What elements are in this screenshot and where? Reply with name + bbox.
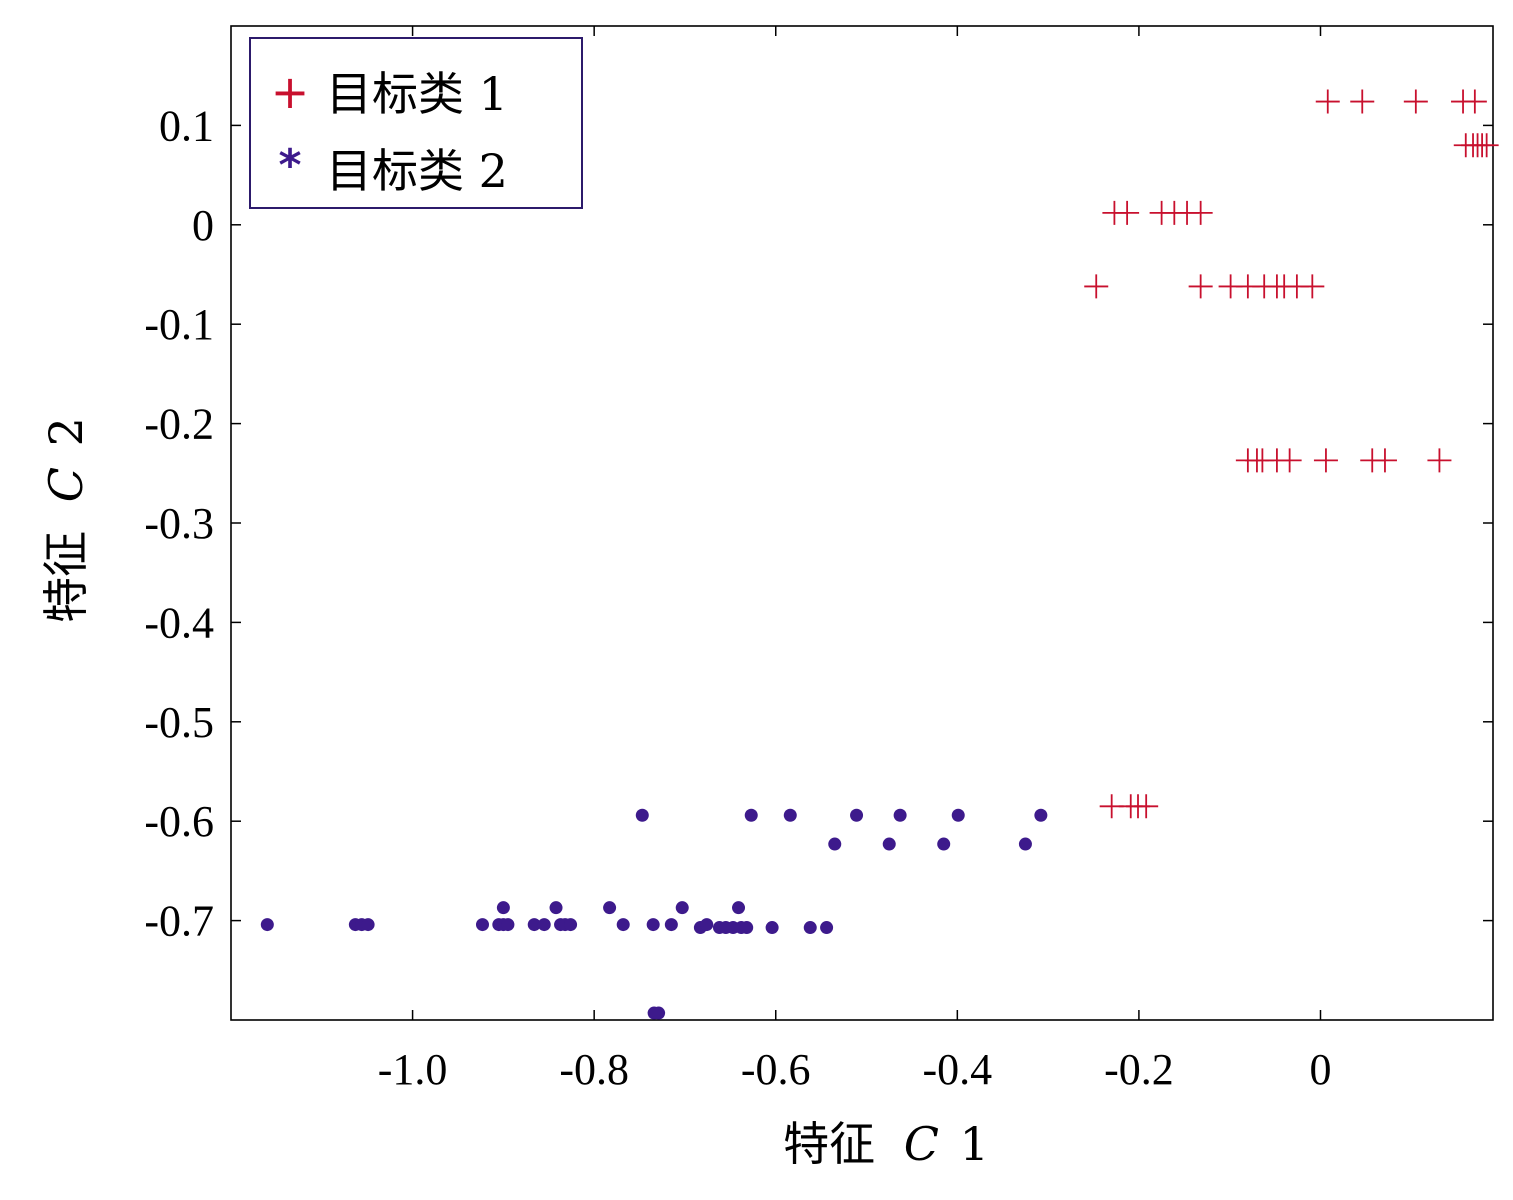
data-point-class-2 — [893, 808, 907, 822]
y-tick-label: -0.2 — [144, 400, 214, 449]
legend-symbol-target-class-2: * — [278, 140, 301, 191]
legend-symbol-target-class-1: + — [271, 65, 310, 119]
x-axis-title-prefix: 特征 — [783, 1117, 875, 1171]
data-point-class-2 — [564, 918, 578, 932]
data-point-class-2 — [732, 901, 746, 915]
data-point-class-2 — [1034, 808, 1048, 822]
x-tick-label: -1.0 — [378, 1045, 448, 1094]
y-tick-label: -0.3 — [144, 499, 214, 548]
y-axis-title-prefix: 特征 — [39, 531, 93, 623]
y-tick-label: -0.4 — [144, 598, 214, 647]
series-2 — [260, 808, 1048, 1020]
data-point-class-1 — [1277, 448, 1302, 473]
y-tick-labels: 0.1 0 -0.1 -0.2 -0.3 -0.4 -0.5 -0.6 -0.7 — [144, 101, 214, 945]
data-point-class-2 — [646, 918, 660, 932]
data-point-class-2 — [850, 808, 864, 822]
data-point-class-2 — [744, 808, 758, 822]
data-points — [260, 89, 1499, 1020]
y-axis-title-index: 2 — [39, 417, 93, 446]
data-point-class-1 — [1350, 89, 1375, 114]
data-point-class-1 — [1115, 200, 1140, 225]
legend: + 目标类 1 * 目标类 2 — [249, 37, 583, 209]
y-axis-title: 特征 C 2 — [39, 417, 93, 623]
data-point-class-2 — [740, 921, 754, 935]
x-axis-title-index: 1 — [960, 1117, 989, 1171]
legend-label-target-class-2: 目标类 2 — [326, 144, 508, 198]
data-point-class-2 — [700, 918, 714, 932]
axis-ticks — [231, 26, 1493, 1020]
data-point-class-2 — [675, 901, 689, 915]
data-point-class-2 — [664, 918, 678, 932]
data-point-class-2 — [603, 901, 617, 915]
data-point-class-2 — [501, 918, 515, 932]
data-point-class-2 — [616, 918, 630, 932]
data-point-class-2 — [937, 837, 951, 851]
legend-label-target-class-1: 目标类 1 — [326, 67, 508, 121]
data-point-class-2 — [951, 808, 965, 822]
data-point-class-2 — [1018, 837, 1032, 851]
data-point-class-2 — [783, 808, 797, 822]
x-tick-label: -0.8 — [559, 1045, 629, 1094]
data-point-class-1 — [1403, 89, 1428, 114]
data-point-class-2 — [496, 901, 510, 915]
y-tick-label: 0.1 — [159, 101, 214, 150]
data-point-class-1 — [1315, 89, 1340, 114]
data-point-class-1 — [1134, 794, 1159, 819]
data-point-class-1 — [1300, 274, 1325, 299]
legend-box — [249, 37, 583, 209]
data-point-class-1 — [1462, 89, 1487, 114]
x-tick-label: -0.6 — [741, 1045, 811, 1094]
x-tick-label: -0.2 — [1104, 1045, 1174, 1094]
y-tick-label: 0 — [192, 201, 214, 250]
data-point-class-1 — [1084, 274, 1109, 299]
data-point-class-2 — [882, 837, 896, 851]
y-tick-label: -0.1 — [144, 300, 214, 349]
data-point-class-2 — [652, 1006, 666, 1020]
x-tick-labels: -1.0 -0.8 -0.6 -0.4 -0.2 0 — [378, 1045, 1332, 1094]
data-point-class-2 — [820, 921, 834, 935]
data-point-class-1 — [1188, 274, 1213, 299]
series-1 — [1084, 89, 1499, 819]
data-point-class-2 — [537, 918, 551, 932]
data-point-class-1 — [1313, 448, 1338, 473]
y-tick-label: -0.6 — [144, 797, 214, 846]
data-point-class-2 — [527, 918, 541, 932]
data-point-class-1 — [1427, 448, 1452, 473]
data-point-class-2 — [635, 808, 649, 822]
x-axis-title: 特征 C 1 — [783, 1117, 989, 1171]
data-point-class-1 — [1372, 448, 1397, 473]
data-point-class-1 — [1474, 133, 1499, 158]
data-point-class-2 — [803, 921, 817, 935]
data-point-class-1 — [1188, 200, 1213, 225]
data-point-class-2 — [475, 918, 489, 932]
y-axis-title-variable: C — [39, 467, 93, 502]
x-tick-label: -0.4 — [923, 1045, 993, 1094]
x-tick-label: 0 — [1309, 1045, 1331, 1094]
data-point-class-2 — [828, 837, 842, 851]
data-point-class-2 — [361, 918, 375, 932]
y-tick-label: -0.5 — [144, 698, 214, 747]
y-tick-label: -0.7 — [144, 897, 214, 946]
x-axis-title-variable: C — [904, 1117, 939, 1171]
data-point-class-2 — [549, 901, 563, 915]
data-point-class-2 — [765, 921, 779, 935]
data-point-class-2 — [260, 918, 274, 932]
